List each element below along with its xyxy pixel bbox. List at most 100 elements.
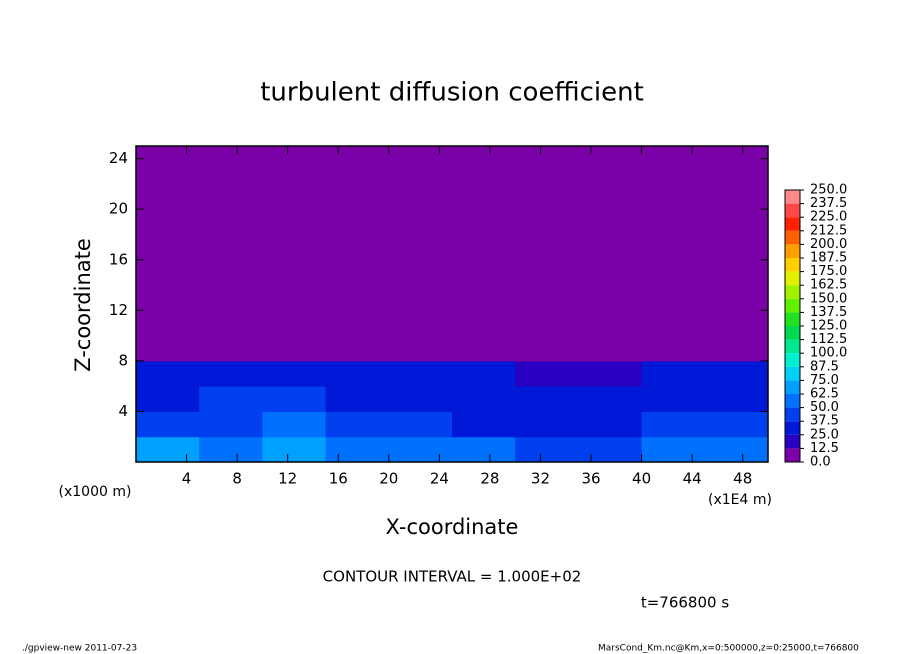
x-tick-label: 44 — [683, 470, 702, 488]
field-cell — [704, 360, 769, 387]
field-cell — [388, 386, 453, 412]
field-cell — [262, 386, 327, 412]
colorbar-label: 100.0 — [810, 346, 847, 361]
colorbar-label: 237.5 — [810, 196, 847, 211]
colorbar-swatch — [785, 312, 800, 326]
colorbar-label: 162.5 — [810, 278, 847, 293]
field-cell — [325, 360, 390, 387]
plot-frame — [135, 145, 769, 463]
field-cell — [262, 146, 327, 362]
colorbar-label: 12.5 — [810, 441, 839, 456]
y-axis-label: Z-coordinate — [71, 238, 95, 372]
field-cell — [199, 360, 263, 387]
footer-left: ./gpview-new 2011-07-23 — [22, 644, 137, 654]
footer-right: MarsCond_Km.nc@Km,x=0:500000,z=0:25000,t… — [598, 644, 859, 654]
colorbar-swatch — [785, 258, 800, 272]
field-cell — [199, 411, 263, 438]
colorbar-label: 37.5 — [810, 414, 839, 429]
field-cell — [641, 411, 706, 438]
y-tick-label: 16 — [109, 250, 128, 268]
field-cell — [136, 146, 200, 362]
field-cell — [199, 386, 263, 412]
field-cell — [641, 386, 706, 412]
colorbar-swatch — [785, 230, 800, 245]
colorbar-swatch — [785, 285, 800, 299]
field-cell — [704, 411, 769, 438]
colorbar-swatch — [785, 421, 800, 435]
field-cell — [704, 386, 769, 412]
field-cell — [515, 436, 579, 463]
field-cell — [704, 146, 769, 362]
x-tick-label: 12 — [278, 470, 297, 488]
field-cell — [641, 360, 706, 387]
x-unit-label: (x1E4 m) — [708, 492, 772, 508]
field-cell — [578, 436, 643, 463]
field-cell — [578, 360, 643, 387]
colorbar-label: 0.0 — [810, 455, 831, 470]
field-cell — [641, 146, 706, 362]
colorbar-label: 250.0 — [810, 183, 847, 198]
colorbar-label: 150.0 — [810, 291, 847, 306]
time-label: t=766800 s — [641, 594, 729, 612]
colorbar-swatch — [785, 298, 800, 313]
field-cell — [262, 360, 327, 387]
field-cell — [136, 360, 200, 387]
field-cell — [515, 146, 579, 362]
colorbar-swatch — [785, 353, 800, 367]
colorbar-swatch — [785, 271, 800, 286]
chart-title: turbulent diffusion coefficient — [260, 78, 644, 108]
y-tick-label: 20 — [109, 200, 128, 218]
colorbar-swatch — [785, 190, 800, 204]
field-cell — [452, 146, 516, 362]
colorbar-label: 112.5 — [810, 332, 847, 347]
colorbar-swatch — [785, 326, 800, 340]
colorbar-label: 137.5 — [810, 305, 847, 320]
colorbar-label: 187.5 — [810, 251, 847, 266]
colorbar-label: 225.0 — [810, 210, 847, 225]
colorbar-label: 125.0 — [810, 319, 847, 334]
colorbar-swatch — [785, 339, 800, 354]
field-cell — [388, 411, 453, 438]
x-tick-label: 20 — [379, 470, 398, 488]
field-cell — [704, 436, 769, 463]
x-tick-label: 48 — [733, 470, 752, 488]
colorbar-swatch — [785, 366, 800, 381]
field-cell — [388, 146, 453, 362]
colorbar-swatch — [785, 394, 800, 408]
colorbar-swatch — [785, 203, 800, 218]
colorbar-swatch — [785, 448, 800, 462]
field-cell — [515, 360, 579, 387]
field-cell — [578, 386, 643, 412]
y-tick-label: 8 — [118, 351, 128, 369]
field-cell — [452, 386, 516, 412]
colorbar-label: 175.0 — [810, 264, 847, 279]
y-unit-label: (x1000 m) — [59, 484, 132, 500]
x-tick-label: 32 — [531, 470, 550, 488]
field-cell — [325, 146, 390, 362]
field-cell — [388, 436, 453, 463]
colorbar-label: 200.0 — [810, 237, 847, 252]
field-cell — [325, 386, 390, 412]
x-tick-label: 40 — [632, 470, 651, 488]
x-axis-label: X-coordinate — [386, 515, 519, 539]
x-tick-label: 8 — [232, 470, 242, 488]
colorbar-label: 50.0 — [810, 400, 839, 415]
field-cell — [136, 436, 200, 463]
x-tick-label: 24 — [430, 470, 449, 488]
colorbar-swatch — [785, 407, 800, 422]
field-cell — [452, 360, 516, 387]
colorbar-label: 87.5 — [810, 359, 839, 374]
field-cell — [325, 436, 390, 463]
colorbar-swatch — [785, 244, 800, 258]
field-cell — [578, 411, 643, 438]
colorbar-label: 75.0 — [810, 373, 839, 388]
field-cell — [136, 386, 200, 412]
y-tick-label: 4 — [118, 402, 128, 420]
colorbar-label: 25.0 — [810, 427, 839, 442]
y-tick-label: 24 — [109, 149, 128, 167]
y-tick-label: 12 — [109, 301, 128, 319]
colorbar-swatch — [785, 380, 800, 394]
field-cell — [641, 436, 706, 463]
field-cell — [515, 411, 579, 438]
